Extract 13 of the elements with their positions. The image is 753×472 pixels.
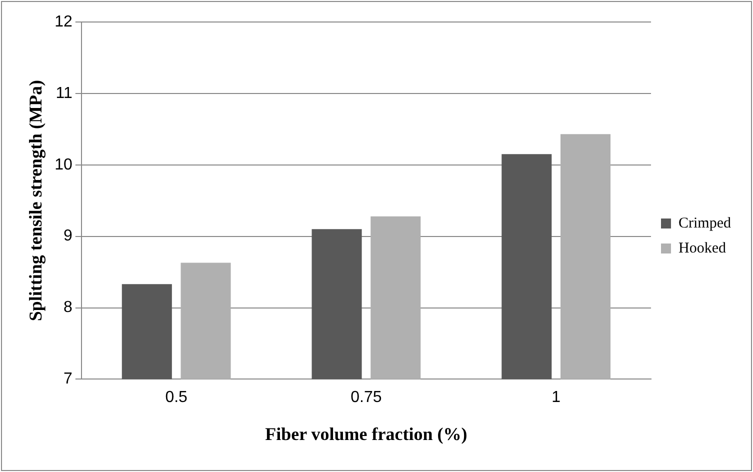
y-tick-label: 10	[54, 156, 72, 174]
y-tick-label: 12	[54, 13, 72, 30]
y-tick-label: 11	[56, 84, 72, 102]
x-tick-label: 1	[552, 389, 561, 406]
legend-label: Hooked	[678, 240, 726, 256]
y-tick-label: 9	[63, 228, 72, 245]
legend-label: Crimped	[678, 215, 732, 232]
x-axis-title: Fiber volume fraction (%)	[265, 424, 468, 444]
y-axis-title: Splitting tensile strength (MPa)	[25, 80, 46, 322]
y-tick-label: 8	[63, 299, 72, 316]
x-tick-label: 0.5	[165, 389, 188, 406]
x-tick-label: 0.75	[350, 389, 382, 406]
y-tick-label: 7	[63, 370, 72, 388]
